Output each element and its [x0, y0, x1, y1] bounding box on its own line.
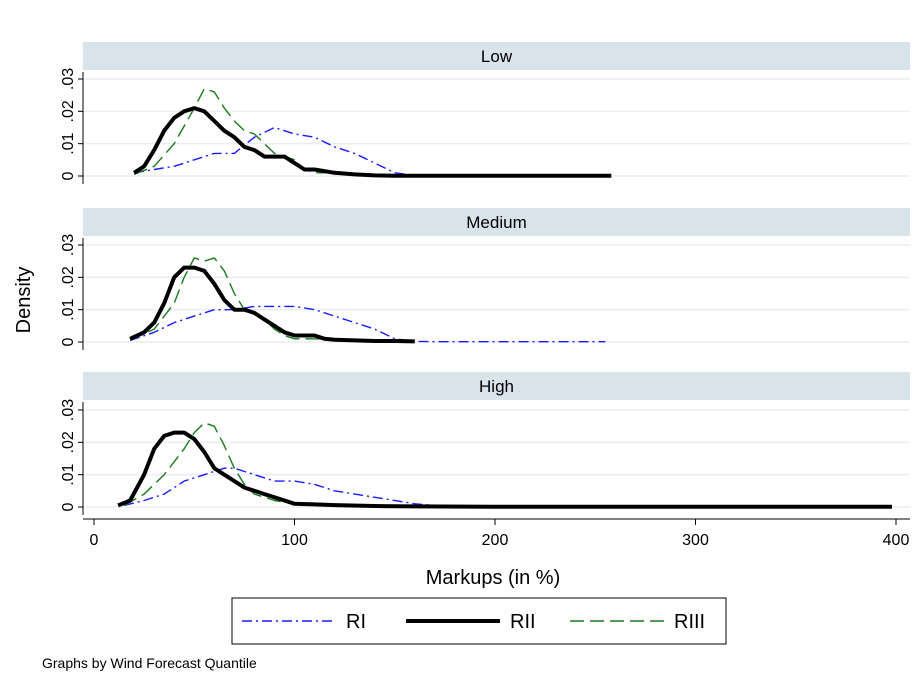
chart-panels: Low 0 .01 .02 .03 Medium 0 .01 .02 .03 High 0 .01 .02… [60, 42, 910, 515]
x-tick-label: 0 [90, 532, 99, 549]
panel-title-bar [83, 42, 910, 70]
series-line-rii [129, 265, 415, 344]
x-axis-label: Markups (in %) [426, 567, 560, 589]
y-tick-label: .01 [60, 298, 77, 320]
panel-low: Low 0 .01 .02 .03 [60, 42, 910, 184]
panel-high: High 0 .01 .02 .03 [60, 372, 910, 515]
legend-label-ri: RI [346, 611, 366, 633]
series-line-rii [133, 106, 612, 178]
y-tick-label: 0 [60, 502, 77, 511]
series-line-riii [129, 257, 415, 343]
y-tick-label: 0 [60, 337, 77, 346]
panel-title: Low [481, 47, 513, 66]
y-tick-label: .02 [60, 431, 77, 453]
y-tick-label: .03 [60, 234, 77, 256]
x-tick-label: 400 [883, 532, 910, 549]
series-line-ri [129, 305, 606, 343]
graph-note: Graphs by Wind Forecast Quantile [42, 655, 257, 671]
legend-label-rii: RII [510, 611, 536, 633]
y-tick-label: .03 [60, 68, 77, 90]
series-line-rii [117, 430, 892, 509]
panel-title: High [479, 377, 514, 396]
legend-label-riii: RIII [674, 611, 705, 633]
y-tick-label: .01 [60, 463, 77, 485]
legend: RI RII RIII [231, 597, 727, 645]
panel-title-bar [83, 208, 910, 236]
y-axis-label: Density [13, 267, 35, 334]
series-line-ri [123, 467, 455, 508]
x-tick-label: 300 [682, 532, 709, 549]
panel-title: Medium [466, 213, 526, 232]
y-tick-label: .02 [60, 100, 77, 122]
series-line-riii [133, 88, 355, 176]
y-tick-label: .02 [60, 266, 77, 288]
y-tick-label: .01 [60, 132, 77, 154]
y-tick-label: .03 [60, 399, 77, 421]
y-tick-label: 0 [60, 171, 77, 180]
panel-title-bar [83, 372, 910, 400]
x-tick-label: 100 [281, 532, 308, 549]
series-line-ri [133, 126, 415, 177]
panel-medium: Medium 0 .01 .02 .03 [60, 208, 910, 350]
x-axis: 0 100 200 300 400 [83, 518, 910, 549]
x-tick-label: 200 [482, 532, 509, 549]
